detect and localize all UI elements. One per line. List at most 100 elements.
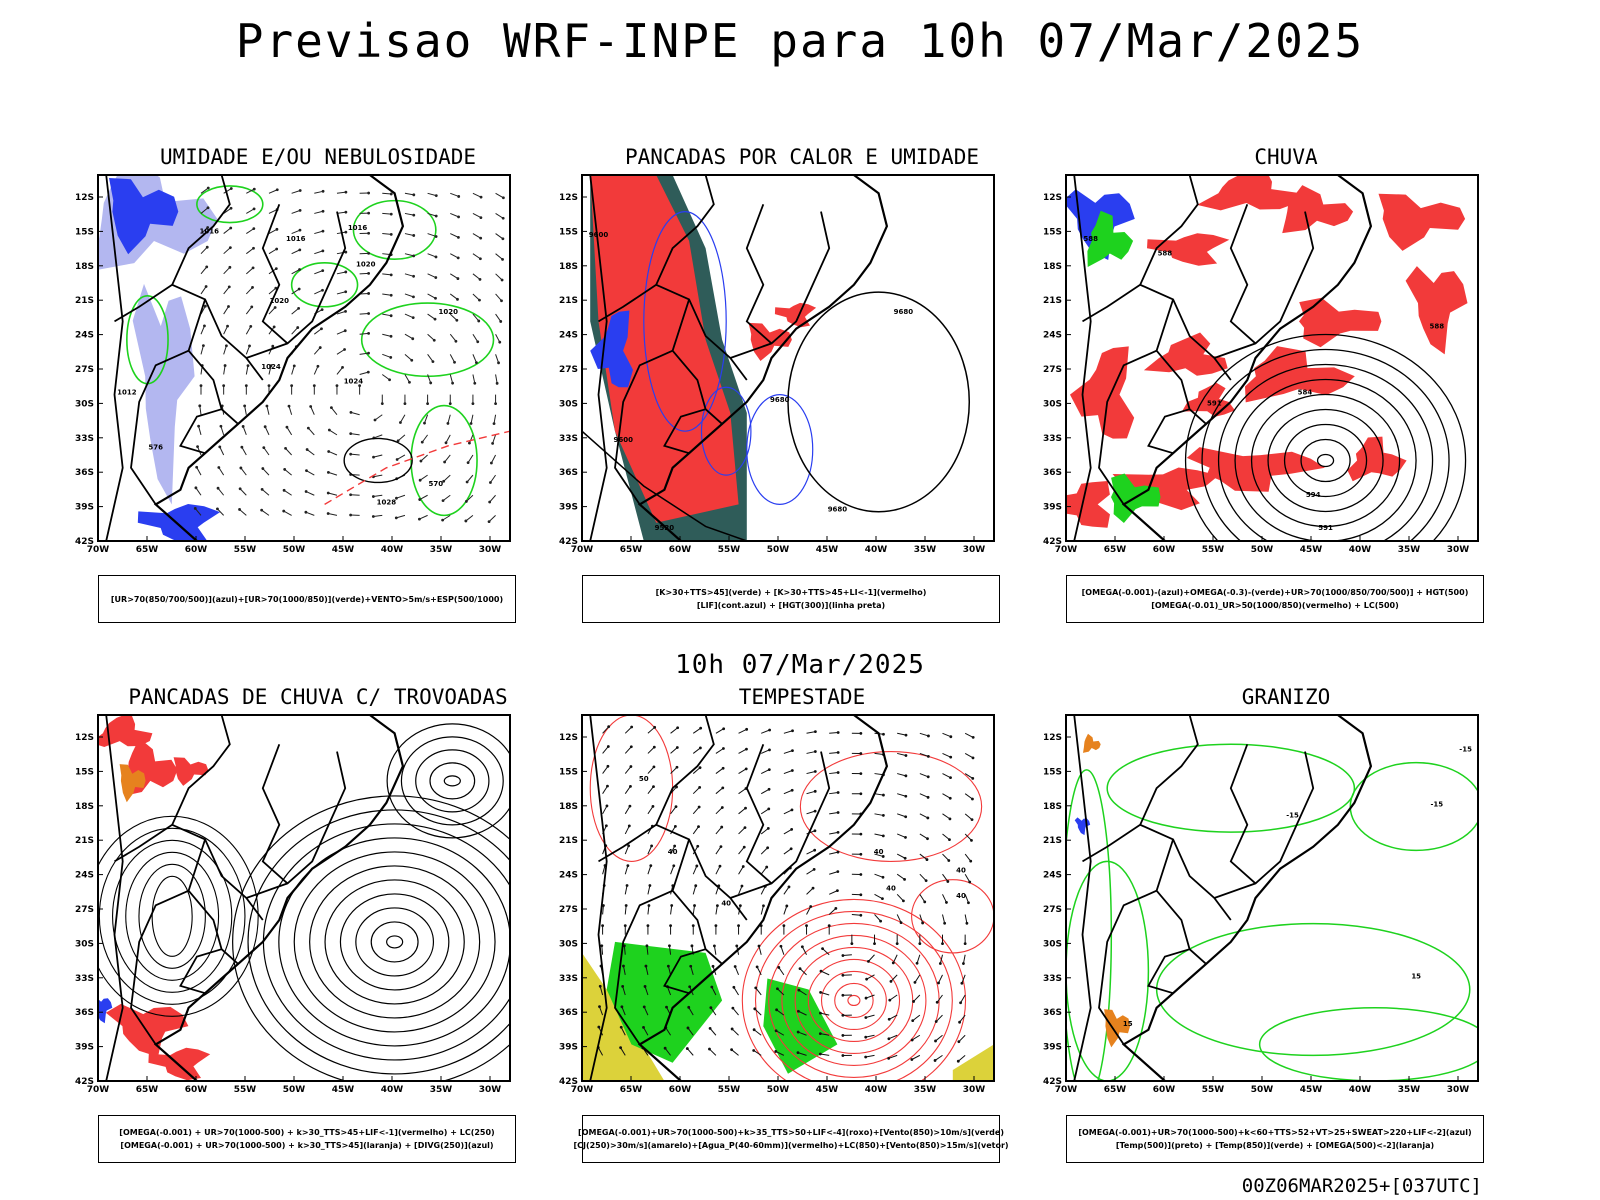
wind-vector	[241, 446, 247, 456]
wind-vector-head	[296, 326, 300, 329]
contour-label: 591	[1318, 524, 1333, 532]
wind-vector-head	[887, 1037, 891, 1041]
wind-vector	[268, 365, 272, 375]
wind-vector-head	[358, 384, 362, 387]
wind-vector	[350, 453, 360, 456]
lc850-contour	[834, 982, 874, 1019]
wind-vector	[200, 227, 208, 234]
wind-vector-head	[320, 327, 323, 331]
lat-tick-label: 42S	[559, 1077, 578, 1087]
wind-vector-head	[305, 469, 308, 473]
lon-tick-label: 50W	[767, 545, 790, 555]
wind-vector	[336, 211, 346, 214]
wind-vector-head	[796, 1051, 800, 1055]
wind-vector	[268, 287, 277, 295]
wind-vector	[314, 210, 324, 214]
wind-vector	[934, 1054, 943, 1061]
wind-vector	[442, 494, 451, 502]
wind-vector-head	[627, 844, 631, 848]
wind-vector	[647, 845, 653, 855]
lat-tick-label: 39S	[1043, 1043, 1062, 1053]
lat-tick-label: 30S	[1043, 939, 1062, 949]
wind-vector-head	[665, 1005, 668, 1009]
wind-vector-head	[642, 1026, 645, 1029]
wind-vector	[472, 374, 476, 384]
wind-vector	[427, 192, 437, 197]
wind-vector-head	[818, 1052, 822, 1056]
wind-vector	[381, 374, 390, 381]
wind-vector	[419, 494, 428, 500]
lon-tick-label: 70W	[571, 545, 594, 555]
contour-label: 1016	[199, 228, 219, 236]
wind-vector-head	[501, 216, 505, 220]
lat-tick-label: 30S	[75, 939, 94, 949]
border-line	[1147, 408, 1190, 455]
wind-vector	[919, 732, 929, 737]
wind-vector-head	[904, 774, 908, 778]
contour-label: 40	[721, 899, 731, 907]
wind-vector-head	[708, 1026, 712, 1030]
wind-vector-head	[768, 748, 771, 752]
map-chuva: 588 588 591 584 594 591 588 12S 15S 18S 21S 24S 27S 3…	[1043, 174, 1479, 555]
wind-vector	[283, 489, 292, 496]
wind-vector	[404, 212, 414, 216]
wind-vector-head	[419, 459, 423, 463]
lat-tick-label: 39S	[1043, 503, 1062, 513]
humidity-area-blue	[132, 283, 195, 505]
lon-tick-label: 55W	[234, 1085, 257, 1095]
lat-tick-label: 21S	[559, 296, 578, 306]
wind-vector	[291, 209, 301, 214]
wind-vector-head	[911, 1019, 915, 1023]
wind-vector	[427, 313, 436, 320]
wind-vector	[495, 313, 502, 322]
lat-tick-label: 12S	[1043, 733, 1062, 743]
wind-vector-head	[367, 191, 371, 195]
wind-vector-head	[841, 1054, 845, 1057]
wind-vector	[450, 192, 459, 197]
wind-vector	[783, 848, 792, 855]
lon-tick-label: 60W	[1153, 1085, 1176, 1095]
lat-tick-label: 39S	[75, 503, 94, 513]
wind-vector-head	[411, 337, 415, 341]
wind-vector	[828, 890, 838, 895]
wind-vector	[896, 853, 906, 859]
streamline	[309, 865, 481, 1019]
wind-vector-head	[604, 824, 608, 828]
wind-vector-head	[489, 481, 492, 484]
wind-vector-head	[698, 785, 702, 789]
streamline	[415, 749, 490, 813]
wind-vector-head	[272, 325, 276, 329]
wind-vector-head	[287, 404, 291, 408]
contour-label: 1020	[438, 308, 458, 316]
wind-vector-head	[960, 981, 964, 985]
panel-tempestade: TEMPESTADE 50 40 40 40 40 40 40 12S 15S 18S 21S 24S…	[559, 685, 1042, 1180]
wind-vector-head	[841, 1034, 845, 1037]
wind-vector-head	[227, 305, 230, 308]
wind-vector	[738, 866, 744, 875]
wind-vector-head	[606, 784, 609, 788]
wind-vector	[828, 908, 837, 915]
wind-vector	[935, 1034, 943, 1042]
wind-vector	[780, 946, 785, 955]
wind-vector	[199, 405, 202, 415]
wind-vector	[692, 787, 700, 795]
wind-vector-head	[498, 340, 502, 344]
wind-vector	[624, 865, 629, 875]
wind-vector	[449, 374, 454, 384]
wind-vector-head	[321, 288, 324, 292]
wind-vector	[897, 732, 907, 736]
border-line	[589, 175, 608, 541]
border-line	[1073, 715, 1092, 1081]
wind-vector	[942, 752, 951, 758]
lat-tick-label: 33S	[75, 974, 94, 984]
wind-vector-head	[367, 331, 370, 335]
wind-vector	[374, 414, 383, 421]
wind-vector-head	[285, 425, 289, 429]
wind-vector-head	[501, 196, 505, 200]
lon-tick-label: 50W	[1251, 545, 1274, 555]
wind-vector-head	[329, 406, 333, 410]
wind-vector	[670, 747, 678, 754]
wind-vector	[874, 793, 884, 796]
